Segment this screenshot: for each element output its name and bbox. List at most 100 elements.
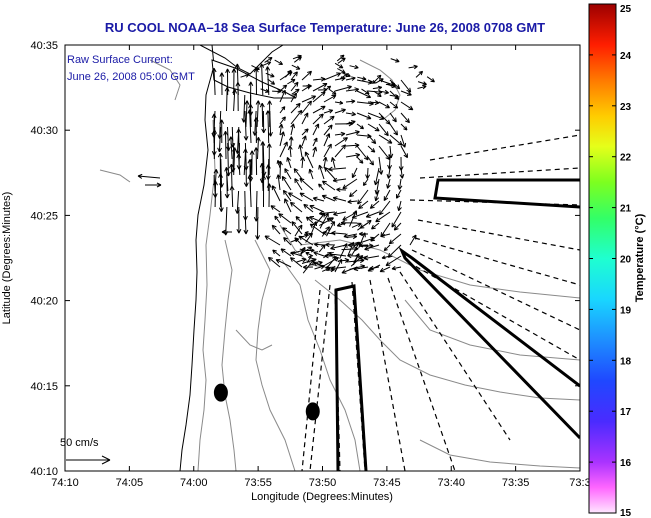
x-tick-label: 73:50 (309, 477, 337, 489)
current-vector (372, 85, 383, 91)
current-vector (265, 72, 275, 78)
current-vector (294, 178, 303, 191)
current-vector (323, 115, 335, 125)
current-vector (388, 233, 402, 245)
current-vector (415, 70, 424, 78)
current-vector (212, 129, 217, 160)
current-vector (374, 74, 382, 82)
current-vector (266, 143, 272, 176)
current-vector (217, 126, 223, 153)
current-vector (219, 72, 225, 96)
current-vector (301, 257, 317, 264)
current-vector (356, 145, 369, 161)
current-vector (299, 233, 309, 239)
current-vector (400, 112, 410, 124)
current-vector (306, 248, 315, 253)
current-vector (313, 251, 325, 257)
current-vector (290, 92, 297, 103)
current-vector (339, 243, 348, 259)
current-vector (321, 226, 330, 237)
current-vector (408, 64, 418, 70)
current-vector (264, 57, 273, 63)
current-vector (342, 211, 358, 221)
current-vector (225, 68, 231, 96)
current-vector (378, 101, 391, 109)
current-vector (417, 84, 427, 90)
current-vector (243, 158, 249, 187)
current-vector (400, 134, 407, 148)
current-vector (349, 264, 366, 270)
current-vector (278, 213, 292, 224)
current-vector (279, 106, 286, 114)
current-vector (400, 123, 408, 131)
current-vector (290, 123, 296, 136)
current-vectors (137, 54, 435, 274)
current-vector (312, 113, 324, 125)
current-vector (224, 87, 230, 112)
y-axis: 40:35 40:30 40:25 40:20 40:15 40:10 (30, 40, 580, 478)
current-vector (309, 223, 325, 235)
current-vector (328, 88, 337, 95)
current-vector (323, 109, 334, 114)
current-vector (367, 156, 374, 166)
current-vector (278, 123, 284, 136)
current-vector (326, 220, 335, 237)
current-vector (244, 100, 250, 128)
x-tick-label: 73:45 (373, 477, 401, 489)
current-vector (371, 222, 380, 230)
current-vector (330, 157, 336, 169)
current-vector (265, 164, 271, 191)
current-vector (378, 200, 391, 216)
current-vector (232, 88, 238, 112)
current-vector (308, 260, 323, 266)
current-vector (243, 206, 249, 235)
colorbar-tick-label: 17 (620, 407, 632, 418)
current-vector (270, 205, 281, 213)
current-vector (274, 215, 281, 224)
current-vector (345, 87, 360, 93)
current-vector (301, 95, 317, 103)
current-vector (385, 255, 402, 267)
current-vector (385, 81, 396, 87)
current-vector (361, 88, 370, 95)
current-vector (289, 257, 303, 268)
current-vector (265, 110, 271, 144)
current-vector (282, 189, 292, 202)
current-vector (259, 102, 265, 128)
x-tick-label: 74:00 (180, 477, 208, 489)
current-vector (351, 167, 358, 179)
current-vector (279, 84, 288, 92)
x-axis-label: Longitude (Degrees:Minutes) (251, 491, 393, 503)
current-vector (334, 62, 344, 69)
current-vector (235, 82, 241, 112)
y-tick-label: 40:20 (30, 296, 58, 308)
y-tick-label: 40:30 (30, 125, 58, 137)
current-vector (336, 187, 347, 193)
current-vector (137, 173, 161, 179)
current-vector (358, 200, 369, 209)
current-vector (345, 111, 356, 117)
current-vector (389, 101, 399, 109)
current-vector (349, 64, 359, 70)
current-vector (211, 67, 217, 96)
current-vector (399, 167, 405, 179)
current-vector (312, 146, 318, 158)
current-vector (236, 206, 242, 234)
current-vector (319, 212, 329, 229)
current-vector (323, 72, 342, 81)
current-vector (319, 217, 334, 227)
current-vector (378, 89, 390, 95)
coverage-polygons (334, 178, 580, 471)
colorbar-label: Temperature (°C) (634, 213, 646, 302)
current-vector (312, 76, 326, 82)
current-vector (323, 251, 333, 259)
current-vector (345, 120, 356, 125)
current-vector (282, 227, 292, 235)
current-vector (375, 211, 391, 223)
current-vector (334, 100, 344, 105)
current-vector (334, 144, 347, 158)
current-vector (295, 216, 303, 224)
current-vector (321, 267, 331, 272)
current-vector (247, 109, 253, 144)
x-tick-label: 73:40 (437, 477, 465, 489)
